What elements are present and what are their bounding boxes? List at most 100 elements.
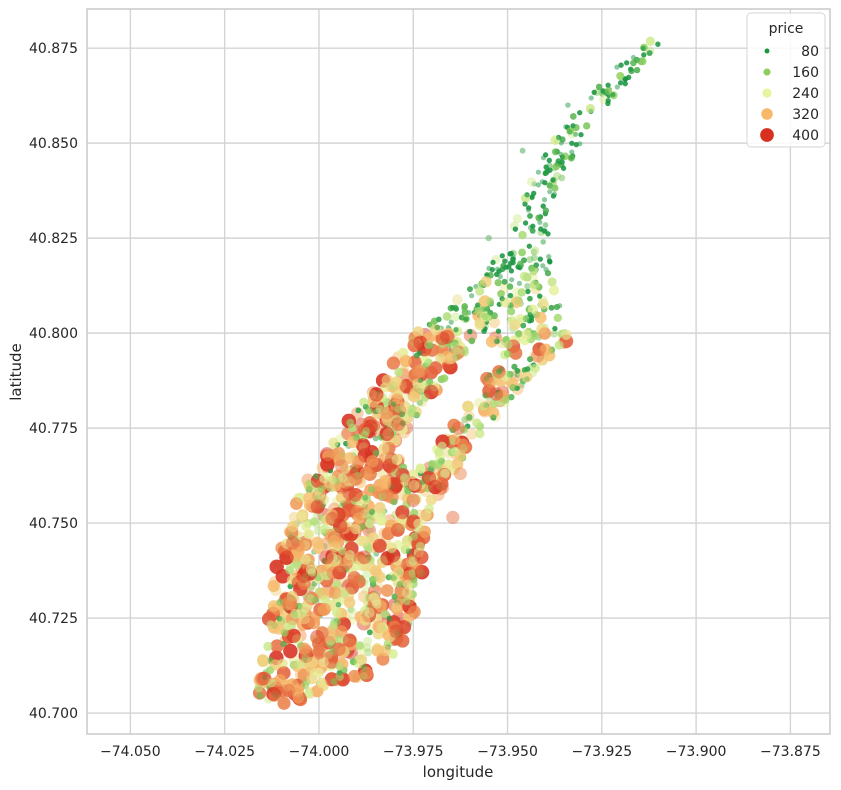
data-point [416,399,424,406]
data-point [415,463,426,473]
x-tick-label: −73.900 [666,744,727,760]
data-point [270,639,284,653]
data-point [474,306,484,316]
data-point [334,459,349,473]
data-point [349,658,357,666]
data-point [287,583,294,590]
data-point [533,262,539,268]
x-tick-label: −74.050 [100,744,161,760]
y-tick-label: 40.700 [29,706,78,722]
data-point [380,406,394,420]
data-point [374,501,386,514]
data-point [518,230,527,240]
data-point [369,387,384,402]
data-point [448,319,454,325]
data-point [542,222,549,228]
data-point [526,177,537,187]
data-point [542,180,548,186]
data-point [424,384,439,400]
data-point [372,436,379,442]
data-point [418,525,431,538]
data-point [286,536,300,550]
y-tick-label: 40.725 [29,611,78,627]
legend-marker [764,48,770,54]
data-point [391,602,404,616]
data-point [311,536,324,549]
data-point [542,170,548,176]
data-point [317,484,326,493]
data-point [554,340,564,350]
data-point [336,670,343,676]
data-point [537,256,543,262]
data-point [551,184,559,192]
data-point [265,666,275,675]
data-point [327,535,341,548]
data-point [295,602,303,610]
data-point [645,36,655,46]
data-point [595,83,603,91]
data-point [359,535,370,547]
data-point [257,655,269,667]
data-point [567,154,575,162]
data-point [282,683,296,697]
data-point [312,473,319,480]
data-point [405,548,412,555]
data-point [485,234,492,242]
data-point [277,696,291,710]
data-point [389,624,404,639]
data-point [263,641,273,651]
data-point [390,523,405,537]
data-point [461,303,469,310]
data-point [565,102,571,108]
data-point [551,148,559,156]
data-point [641,52,647,58]
x-tick-label: −73.875 [760,744,821,760]
data-point [542,207,549,214]
data-point [490,259,496,265]
x-tick-label: −74.025 [194,744,255,760]
data-point [530,246,540,256]
y-tick-label: 40.850 [29,136,78,152]
y-tick-label: 40.775 [29,421,78,437]
data-point [573,142,579,148]
data-point [550,330,558,338]
data-point [379,426,394,441]
data-point [502,258,508,264]
data-point [360,666,373,680]
data-point [570,113,577,120]
data-point [329,620,339,630]
data-point [545,231,551,237]
data-point [524,282,531,290]
data-point [530,363,540,373]
data-point [469,293,475,299]
data-point [399,379,414,393]
data-point [294,693,308,707]
data-point [319,550,334,565]
legend-label: 240 [792,86,819,102]
data-point [508,393,515,401]
data-point [605,82,611,88]
data-point [305,486,313,494]
data-point [618,62,624,68]
data-point [509,277,515,283]
data-point [530,280,539,289]
data-point [393,566,405,578]
data-point [450,312,461,322]
data-point [414,565,430,580]
data-point [456,438,469,451]
data-point [583,122,591,130]
data-point [515,264,521,270]
data-point [364,648,373,657]
data-point [475,286,485,296]
data-point [467,286,473,292]
data-point [386,615,393,622]
data-point [310,499,325,514]
data-point [529,314,535,321]
data-point [503,350,512,358]
data-point [290,610,299,619]
data-point [267,621,280,634]
data-point [390,401,397,407]
data-point [628,66,634,72]
data-point [343,596,356,609]
data-point [310,630,325,645]
